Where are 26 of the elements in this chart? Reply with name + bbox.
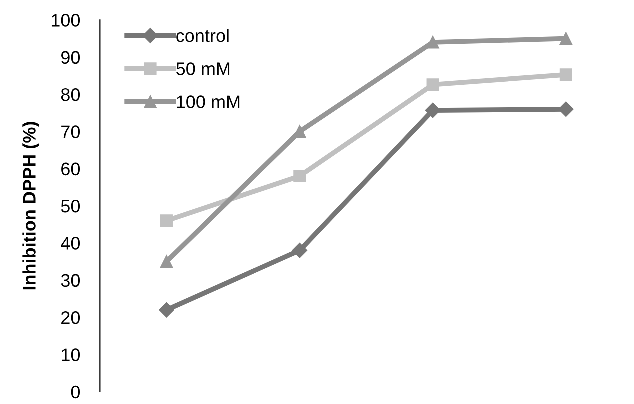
point <box>560 68 572 82</box>
legend-label: 100 mM <box>177 96 240 108</box>
point <box>425 102 441 118</box>
y-tick-label: 80 <box>61 88 80 102</box>
y-tick-label: 60 <box>62 162 80 176</box>
y-tick-label: 10 <box>62 348 80 362</box>
y-tick-label: 40 <box>61 237 80 250</box>
y-tick-label: 50 <box>61 200 80 213</box>
point <box>426 78 440 92</box>
point <box>160 214 173 228</box>
y-tick-label: 100 <box>52 14 80 27</box>
y-tick-label: 30 <box>61 274 80 288</box>
point <box>560 32 572 46</box>
point <box>159 302 174 318</box>
y-tick-label: 90 <box>61 51 80 64</box>
y-tick-label: 20 <box>62 311 80 324</box>
y-tick-label: 0 <box>71 386 80 399</box>
y-tick-label: 70 <box>62 126 80 138</box>
point <box>294 170 306 183</box>
point <box>292 243 308 258</box>
legend-label: control <box>176 29 229 42</box>
legend-label: 50 mM <box>176 62 230 76</box>
y-axis-title: Inhibition DPPH (%) <box>22 122 40 290</box>
point <box>160 256 173 268</box>
point <box>426 36 440 49</box>
point <box>558 102 574 117</box>
